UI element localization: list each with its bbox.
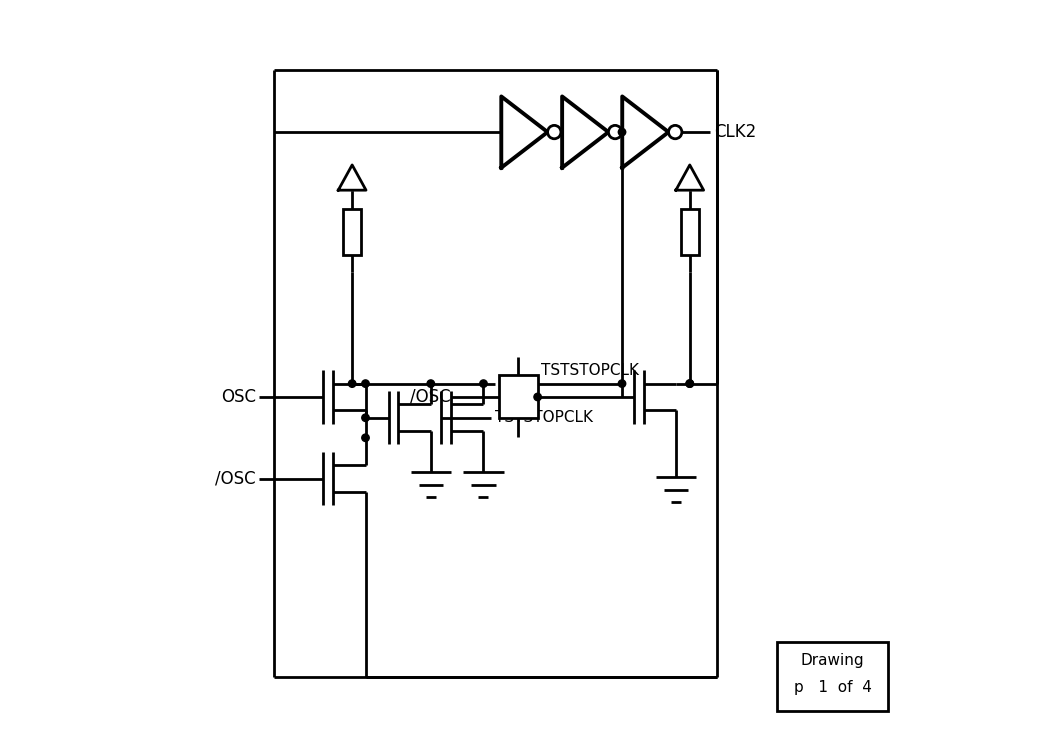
Bar: [777, 642, 888, 711]
Circle shape: [548, 125, 561, 139]
Circle shape: [668, 125, 682, 139]
Circle shape: [427, 380, 434, 387]
Circle shape: [534, 393, 542, 401]
Circle shape: [362, 434, 370, 441]
Text: p   1  of  4: p 1 of 4: [794, 680, 871, 695]
Circle shape: [479, 380, 487, 387]
Circle shape: [619, 128, 626, 136]
Circle shape: [686, 380, 694, 387]
Circle shape: [608, 125, 622, 139]
Text: /OSC: /OSC: [410, 388, 451, 406]
Circle shape: [362, 380, 370, 387]
Circle shape: [686, 380, 694, 387]
Bar: [681, 209, 699, 255]
Bar: [499, 375, 538, 418]
Bar: [343, 209, 361, 255]
Text: Drawing: Drawing: [800, 652, 865, 668]
Text: OSC: OSC: [221, 388, 256, 406]
Text: TSTSTOPCLK: TSTSTOPCLK: [494, 410, 592, 425]
Circle shape: [348, 380, 356, 387]
Text: /OSC: /OSC: [215, 470, 256, 487]
Text: TSTSTOPCLK: TSTSTOPCLK: [542, 364, 639, 378]
Circle shape: [362, 414, 370, 421]
Circle shape: [619, 380, 626, 387]
Text: CLK2: CLK2: [715, 123, 757, 141]
